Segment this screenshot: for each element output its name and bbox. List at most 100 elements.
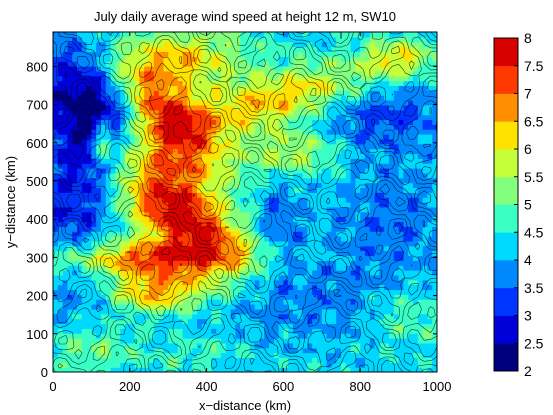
heat-cell <box>273 357 280 363</box>
heat-cell <box>331 236 337 242</box>
heat-cell <box>312 202 318 208</box>
heat-cell <box>235 289 241 295</box>
heat-cell <box>173 299 179 305</box>
heat-cell <box>283 226 289 232</box>
heat-cell <box>53 163 59 169</box>
heat-cell <box>374 75 380 82</box>
heat-cell <box>139 75 145 82</box>
heat-cell <box>153 148 160 155</box>
heat-cell <box>273 104 280 111</box>
heat-cell <box>153 192 160 198</box>
heat-cell <box>312 177 318 184</box>
heat-cell <box>211 192 217 198</box>
heat-cell <box>408 177 414 184</box>
heat-cell <box>417 129 424 135</box>
heat-cell <box>206 70 212 77</box>
heat-cell <box>197 90 203 96</box>
heat-cell <box>182 211 188 218</box>
heat-cell <box>168 328 174 334</box>
heat-cell <box>201 119 208 125</box>
heat-cell <box>321 75 328 82</box>
heat-cell <box>235 352 241 359</box>
heat-cell <box>278 313 284 320</box>
heat-cell <box>259 274 265 281</box>
heat-cell <box>427 362 433 368</box>
heat-cell <box>134 168 140 174</box>
heat-cell <box>81 226 88 232</box>
heat-cell <box>259 70 265 77</box>
heat-cell <box>365 265 371 271</box>
heat-cell <box>240 333 246 339</box>
heat-cell <box>422 134 428 140</box>
heat-cell <box>57 124 64 130</box>
heat-cell <box>230 216 236 223</box>
heat-cell <box>86 172 92 179</box>
heat-cell <box>139 338 145 344</box>
heat-cell <box>230 197 236 203</box>
heat-cell <box>254 148 260 155</box>
heat-cell <box>235 216 241 223</box>
heat-cell <box>360 245 366 252</box>
heat-cell <box>57 202 64 208</box>
heat-cell <box>57 90 64 96</box>
heat-cell <box>187 304 193 310</box>
heat-cell <box>374 357 380 363</box>
heat-cell <box>307 294 313 300</box>
heat-cell <box>393 192 400 198</box>
heat-cell <box>345 357 352 363</box>
heat-cell <box>57 250 64 257</box>
heat-cell <box>163 197 169 203</box>
heat-cell <box>321 226 328 232</box>
heat-cell <box>105 289 112 295</box>
heat-cell <box>67 104 73 111</box>
heat-cell <box>427 318 433 325</box>
heat-cell <box>273 338 280 344</box>
heat-cell <box>225 197 232 203</box>
heat-cell <box>120 202 126 208</box>
heat-cell <box>177 231 184 237</box>
heat-cell <box>225 80 232 87</box>
heat-cell <box>384 197 390 203</box>
heat-cell <box>187 163 193 169</box>
heat-cell <box>355 206 361 213</box>
heat-cell <box>105 226 112 232</box>
heat-cell <box>278 342 284 349</box>
heat-cell <box>355 328 361 334</box>
heat-cell <box>269 143 275 150</box>
heat-cell <box>393 289 400 295</box>
heat-cell <box>72 66 78 72</box>
heat-cell <box>163 274 169 281</box>
heat-cell <box>81 124 88 130</box>
heat-cell <box>235 168 241 174</box>
heat-cell <box>269 284 275 291</box>
heat-cell <box>230 148 236 155</box>
heat-cell <box>278 109 284 116</box>
heat-cell <box>345 119 352 125</box>
heat-cell <box>240 104 246 111</box>
heat-cell <box>317 265 323 271</box>
heat-cell <box>192 328 198 334</box>
heat-cell <box>417 294 424 300</box>
heat-cell <box>269 265 275 271</box>
heat-cell <box>417 90 424 96</box>
heat-cell <box>211 177 217 184</box>
heat-cell <box>365 143 371 150</box>
heat-cell <box>120 255 126 261</box>
heat-cell <box>413 260 419 266</box>
heat-cell <box>259 75 265 82</box>
heat-cell <box>197 318 203 325</box>
heat-cell <box>427 226 433 232</box>
heat-cell <box>115 100 121 106</box>
heat-cell <box>192 342 198 349</box>
heat-cell <box>393 323 400 329</box>
heat-cell <box>369 221 376 227</box>
heat-cell <box>240 168 246 174</box>
heat-cell <box>413 357 419 363</box>
heat-cell <box>350 182 356 189</box>
heat-cell <box>197 192 203 198</box>
heat-cell <box>321 163 328 169</box>
heat-cell <box>182 148 188 155</box>
heat-cell <box>192 192 198 198</box>
heat-cell <box>153 323 160 329</box>
heat-cell <box>393 367 400 372</box>
